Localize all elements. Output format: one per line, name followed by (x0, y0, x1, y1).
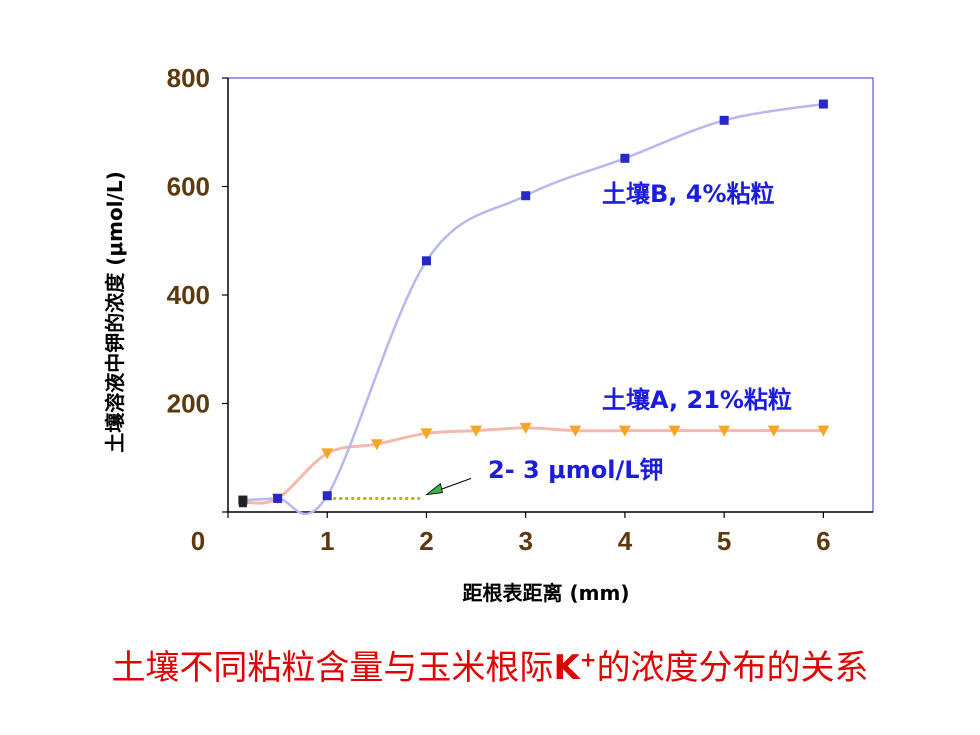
series-b-point (421, 256, 431, 266)
x-tick-label: 4 (618, 526, 633, 556)
series-a-point (470, 425, 483, 437)
plot-area (227, 77, 874, 513)
x-tick-label: 5 (717, 526, 731, 556)
series-b-point (322, 491, 332, 501)
figure-caption: 土壤不同粘粒含量与玉米根际K+的浓度分布的关系 (0, 640, 980, 689)
series-a-point (569, 425, 582, 437)
series-b-point (620, 153, 630, 163)
x-tick-label: 2 (419, 526, 433, 556)
x-tick-label: 6 (816, 526, 830, 556)
caption-text-end: 的浓度分布的关系 (596, 648, 869, 688)
y-tick-label: 200 (167, 389, 210, 419)
series-b-point (818, 99, 828, 109)
caption-text-start: 土壤不同粘粒含量与玉米根际 (111, 648, 554, 688)
y-axis-label: 土壤溶液中钾的浓度 (μmol/L) (103, 171, 127, 452)
series-b-label: 土壤B, 4%粘粒 (602, 180, 775, 208)
x-tick-label: 3 (518, 526, 532, 556)
annotation-arrowhead (425, 482, 443, 496)
series-a-point (767, 425, 780, 437)
annotations: 土壤B, 4%粘粒 土壤A, 21%粘粒 2- 3 μmol/L钾 (488, 180, 792, 484)
y-tick-label: 400 (167, 280, 210, 310)
series-a-point (618, 425, 631, 437)
concentration-note: 2- 3 μmol/L钾 (488, 456, 664, 484)
series-b-point (273, 493, 283, 503)
y-tick-label: 600 (167, 172, 210, 202)
series-a-label: 土壤A, 21%粘粒 (602, 386, 792, 414)
y-tick-label: 800 (167, 63, 210, 93)
series-b-line (242, 102, 824, 515)
series-a-point (817, 425, 830, 437)
series-a-point (420, 428, 433, 440)
caption-charge-sup: + (579, 647, 597, 672)
series-a-point (668, 425, 681, 437)
x-tick-label: 0 (191, 526, 205, 556)
series-a-point (718, 425, 731, 437)
series-a-point (519, 422, 532, 434)
axis-ticks: 200 400 600 800 0 1 2 3 4 5 6 (167, 63, 831, 556)
series-b-point (238, 495, 248, 505)
series-a-point (370, 439, 383, 451)
caption-potassium-symbol: K (553, 648, 580, 688)
series-markers (238, 99, 830, 508)
soil-potassium-chart: 200 400 600 800 0 1 2 3 4 5 6 土壤B, 4%粘粒 土壤A, 21%粘粒… (103, 63, 874, 605)
series-b-point (521, 191, 531, 201)
x-tick-label: 1 (320, 526, 334, 556)
plot-border (227, 77, 874, 513)
series-b-point (719, 115, 729, 125)
series-a-point (321, 448, 334, 460)
x-axis-label: 距根表距离 (mm) (463, 581, 630, 605)
